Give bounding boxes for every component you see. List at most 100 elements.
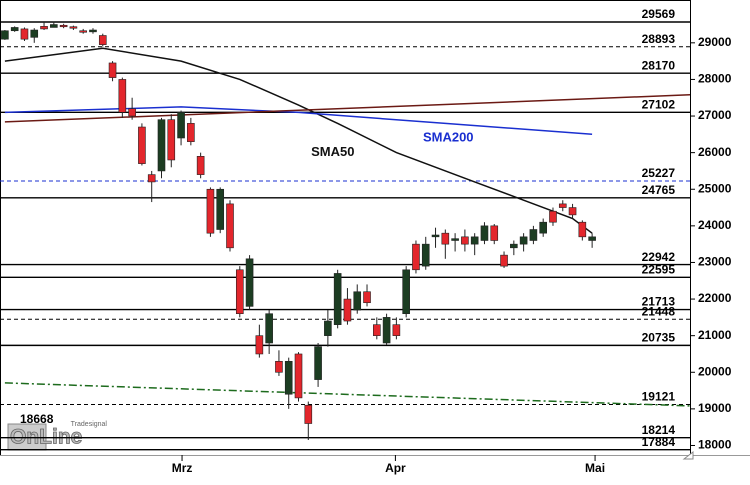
y-tick-label: 18000 — [698, 438, 732, 452]
level-label: 21448 — [642, 304, 676, 318]
candle-body — [412, 243, 420, 271]
candle-body — [89, 29, 97, 33]
candle-body — [216, 188, 225, 230]
level-label: 18214 — [642, 423, 676, 437]
candle-body — [500, 254, 508, 267]
y-tick-label: 29000 — [698, 35, 732, 49]
candle-body — [79, 30, 87, 33]
candle-body — [167, 119, 176, 161]
candle-body — [578, 221, 587, 238]
candle-body — [128, 108, 136, 117]
y-tick-label: 21000 — [698, 328, 732, 342]
corner-arrow — [682, 450, 694, 460]
candle-body — [343, 298, 352, 322]
y-tick-label: 22000 — [698, 291, 732, 305]
level-label: 22595 — [642, 262, 676, 276]
candle-body — [510, 243, 518, 249]
candle-body — [187, 123, 195, 142]
y-tick-label: 26000 — [698, 145, 732, 159]
level-label: 25227 — [642, 166, 676, 180]
candle-body — [392, 324, 401, 336]
candle-body — [265, 313, 273, 344]
candle-body — [539, 221, 547, 234]
level-label: 28170 — [642, 58, 676, 72]
candle-body — [157, 119, 166, 172]
logo-small: Tradesignal — [71, 421, 108, 428]
candle-body — [529, 229, 538, 241]
candle-body — [431, 234, 440, 238]
level-label: 22942 — [642, 250, 676, 264]
candle-body — [373, 324, 381, 336]
candle-body — [568, 207, 577, 216]
candle-body — [382, 317, 391, 344]
annotation: SMA200 — [423, 129, 474, 144]
overlay-line — [4, 94, 691, 123]
overlay-line — [4, 47, 593, 234]
candle-body — [421, 243, 430, 267]
level-label: 20735 — [642, 331, 676, 345]
candle-body — [255, 335, 264, 355]
candle-body — [588, 236, 596, 241]
candle-body — [314, 346, 322, 380]
overlay-line — [4, 382, 691, 407]
candle-body — [333, 273, 342, 325]
candle-body — [304, 404, 313, 424]
candle-body — [147, 174, 156, 183]
level-label: 24765 — [642, 183, 676, 197]
candle-body — [50, 24, 58, 28]
candle-body — [59, 24, 68, 28]
candle-body — [441, 232, 450, 245]
candle-body — [118, 79, 127, 113]
y-tick-label: 19000 — [698, 401, 732, 415]
candle-body — [294, 353, 303, 399]
level-label: 17884 — [642, 435, 676, 449]
candle-body — [1, 30, 9, 40]
y-tick-label: 23000 — [698, 255, 732, 269]
candle-body — [98, 35, 107, 45]
x-tick-label: Mrz — [172, 461, 193, 475]
candle-body — [324, 320, 332, 336]
candle-body — [235, 269, 244, 315]
candle-body — [519, 236, 528, 245]
candle-body — [69, 26, 78, 29]
level-label: 21713 — [642, 295, 676, 309]
candle-body — [275, 360, 283, 373]
candle-body — [461, 236, 469, 245]
candle-body — [490, 225, 499, 241]
plot-frame — [0, 0, 691, 456]
x-tick-label: Mai — [585, 461, 605, 475]
level-label: 19121 — [642, 390, 676, 404]
x-tick-label: Apr — [385, 461, 406, 475]
candle-body — [196, 156, 205, 175]
candle-body — [549, 210, 557, 223]
level-label: 27102 — [642, 97, 676, 111]
candle-body — [470, 236, 479, 245]
candle-body — [480, 225, 489, 241]
candle-body — [10, 27, 19, 32]
candle-body — [284, 360, 293, 395]
candle-body — [451, 238, 459, 241]
candle-body — [40, 26, 48, 30]
candle-body — [245, 258, 254, 307]
y-tick-label: 24000 — [698, 218, 732, 232]
level-label: 29569 — [642, 7, 676, 21]
candle-body — [20, 28, 29, 40]
y-tick-label: 27000 — [698, 108, 732, 122]
candle-body — [108, 62, 117, 78]
annotation: SMA50 — [311, 144, 354, 159]
candle-body — [353, 291, 362, 311]
y-tick-label: 28000 — [698, 72, 732, 86]
candle-body — [226, 203, 234, 249]
candle-body — [177, 112, 185, 139]
candle-body — [206, 188, 215, 234]
level-label: 28893 — [642, 32, 676, 46]
candle-body — [138, 126, 146, 164]
candle-body — [30, 29, 39, 38]
candle-body — [558, 203, 567, 208]
candle-body — [363, 291, 371, 304]
candle-body — [402, 269, 410, 315]
y-tick-label: 25000 — [698, 181, 732, 195]
level-label: 18668 — [20, 412, 54, 426]
y-tick-label: 20000 — [698, 364, 732, 378]
